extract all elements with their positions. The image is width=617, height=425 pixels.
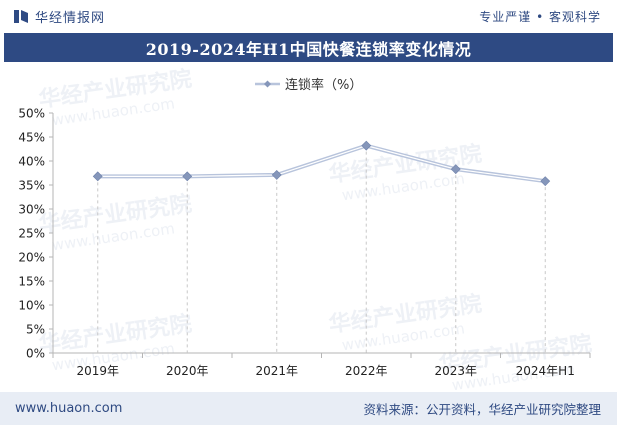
data-point-marker	[182, 171, 193, 182]
data-point-marker	[361, 140, 372, 151]
slogan: 专业严谨 • 客观科学	[479, 9, 601, 24]
footer-website: www.huaon.com	[15, 401, 123, 416]
legend-label: 连锁率（%）	[285, 77, 362, 93]
x-tick-label: 2022年	[345, 364, 388, 378]
y-tick-label: 30%	[18, 203, 45, 217]
huajing-logo-icon	[14, 9, 28, 23]
footer: www.huaon.com 资料来源：公开资料，华经产业研究院整理	[0, 392, 617, 425]
data-point-marker	[540, 176, 551, 187]
x-tick-label: 2023年	[434, 364, 477, 378]
series-line-highlight	[97, 145, 546, 182]
data-point-marker	[271, 169, 282, 180]
data-point-marker	[92, 171, 103, 182]
y-tick-label: 45%	[18, 131, 45, 145]
y-tick-label: 0%	[26, 347, 45, 361]
data-point-marker	[450, 164, 461, 175]
y-tick-label: 15%	[18, 275, 45, 289]
brand-name: 华经情报网	[35, 10, 106, 26]
x-tick-label: 2021年	[255, 364, 298, 378]
x-tick-label: 2020年	[166, 364, 209, 378]
x-tick-label: 2024年H1	[516, 364, 575, 378]
line-chart: 华经产业研究院www.huaon.com华经产业研究院www.huaon.com…	[18, 66, 593, 392]
y-tick-label: 10%	[18, 299, 45, 313]
brand: 华经情报网	[14, 7, 105, 26]
legend-marker	[264, 80, 271, 88]
top-bar: 华经情报网 专业严谨 • 客观科学	[0, 0, 617, 32]
footer-source: 资料来源：公开资料，华经产业研究院整理	[363, 402, 601, 417]
x-tick-label: 2019年	[76, 364, 119, 378]
y-tick-label: 20%	[18, 251, 45, 265]
y-tick-label: 5%	[26, 323, 45, 337]
chart-title: 2019-2024年H1中国快餐连锁率变化情况	[145, 39, 472, 59]
y-tick-label: 40%	[18, 155, 45, 169]
y-tick-label: 50%	[18, 107, 45, 121]
y-tick-label: 35%	[18, 179, 45, 193]
y-tick-label: 25%	[18, 227, 45, 241]
chart-title-band: 2019-2024年H1中国快餐连锁率变化情况	[4, 33, 613, 62]
